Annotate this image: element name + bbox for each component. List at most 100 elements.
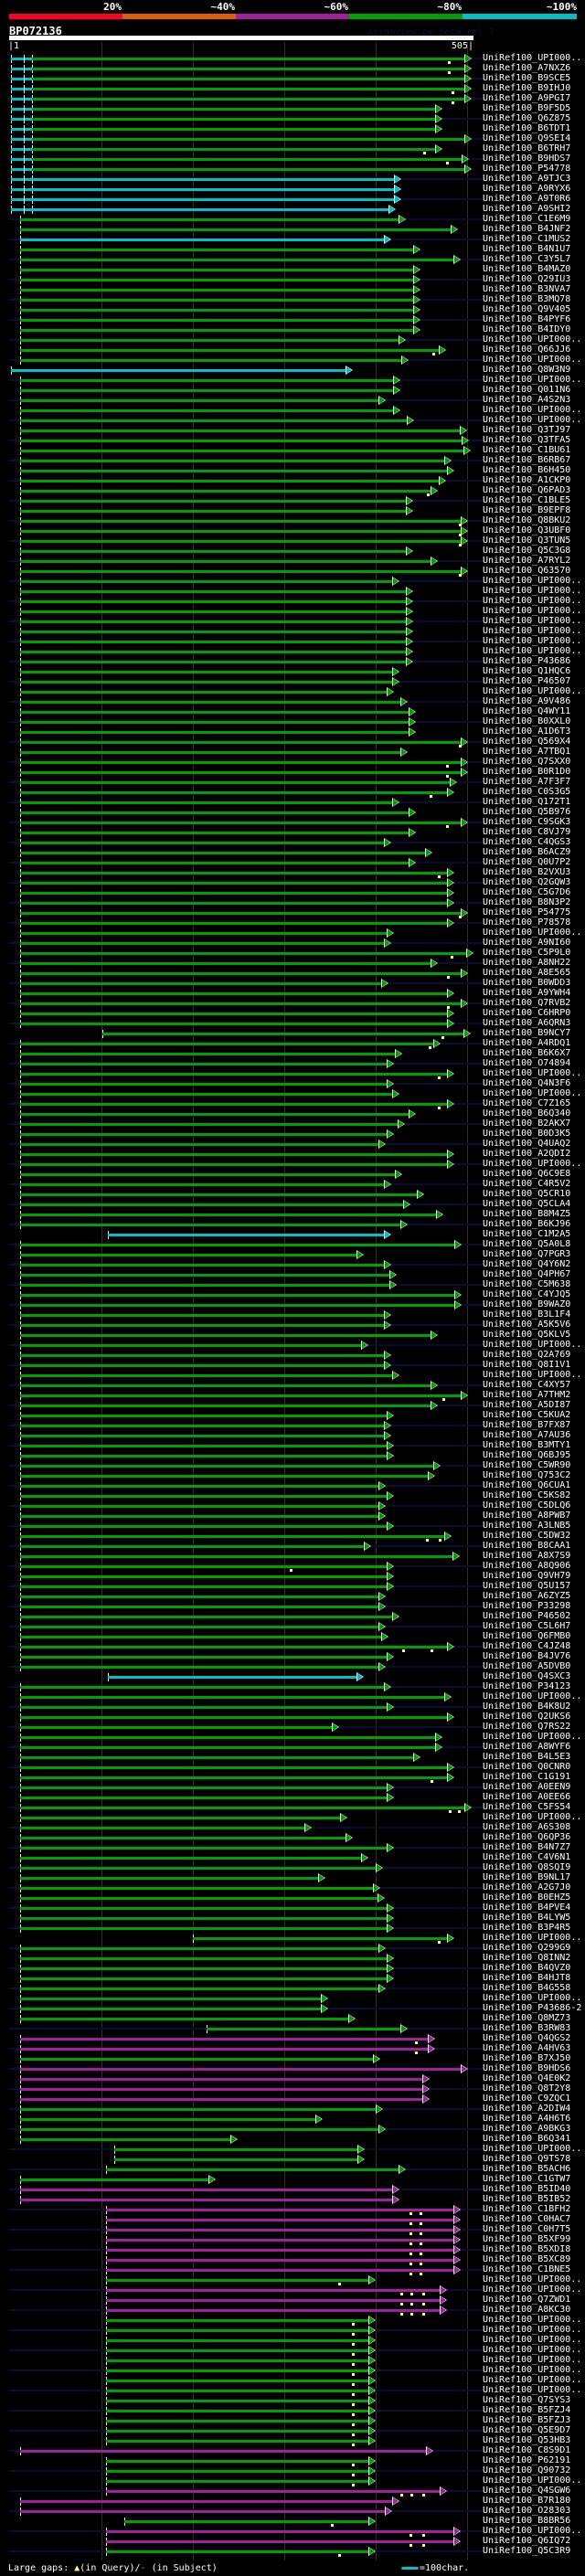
- subject-label[interactable]: UniRef100_B0D3K5: [483, 1129, 571, 1139]
- subject-label[interactable]: UniRef100_B6TRH7: [483, 143, 571, 154]
- subject-label[interactable]: UniRef100_Q66JJ6: [483, 345, 571, 355]
- subject-label[interactable]: UniRef100_A8E565: [483, 968, 571, 978]
- subject-label[interactable]: UniRef100_C8VJ79: [483, 827, 571, 837]
- subject-label[interactable]: UniRef100_B2VXU3: [483, 867, 571, 877]
- subject-label[interactable]: UniRef100_C1BU61: [483, 445, 571, 455]
- subject-label[interactable]: UniRef100_P43686-2: [483, 2003, 582, 2013]
- subject-label[interactable]: UniRef100_B7XJ50: [483, 2053, 571, 2063]
- subject-label[interactable]: UniRef100_A3LNB5: [483, 1521, 571, 1531]
- subject-label[interactable]: UniRef100_B4JNF2: [483, 224, 571, 234]
- subject-label[interactable]: UniRef100_B4LYW5: [483, 1913, 571, 1923]
- subject-label[interactable]: UniRef100_B5XDI8: [483, 2244, 571, 2254]
- subject-label[interactable]: UniRef100_A9BKG3: [483, 2124, 571, 2134]
- subject-label[interactable]: UniRef100_UPI000..: [483, 1340, 582, 1350]
- subject-label[interactable]: UniRef100_C7Z165: [483, 1098, 571, 1108]
- subject-label[interactable]: UniRef100_B8CAA1: [483, 1541, 571, 1551]
- subject-label[interactable]: UniRef100_A8NH22: [483, 958, 571, 968]
- subject-label[interactable]: UniRef100_C4V6N1: [483, 1852, 571, 1862]
- subject-label[interactable]: UniRef100_C9SGK3: [483, 817, 571, 827]
- subject-label[interactable]: UniRef100_Q0CNR0: [483, 1762, 571, 1772]
- subject-label[interactable]: UniRef100_B3NVA7: [483, 284, 571, 294]
- subject-label[interactable]: UniRef100_A2DIW4: [483, 2104, 571, 2114]
- subject-label[interactable]: UniRef100_A6S308: [483, 1822, 571, 1832]
- subject-label[interactable]: UniRef100_B0XXL0: [483, 716, 571, 726]
- subject-label[interactable]: UniRef100_A6ZYZ5: [483, 1591, 571, 1601]
- subject-label[interactable]: UniRef100_Q29IU3: [483, 274, 571, 284]
- subject-label[interactable]: UniRef100_Q8W3N9: [483, 365, 571, 375]
- subject-label[interactable]: UniRef100_C5DLQ6: [483, 1500, 571, 1511]
- subject-label[interactable]: UniRef100_C5M638: [483, 1279, 571, 1289]
- subject-label[interactable]: UniRef100_B4QVZ0: [483, 1963, 571, 1973]
- subject-label[interactable]: UniRef100_C5KS82: [483, 1490, 571, 1500]
- subject-label[interactable]: UniRef100_Q4SGW6: [483, 2486, 571, 2496]
- subject-label[interactable]: UniRef100_Q0U7P2: [483, 857, 571, 867]
- subject-label[interactable]: UniRef100_UPI000..: [483, 2335, 582, 2345]
- subject-label[interactable]: UniRef100_P33298: [483, 1601, 571, 1611]
- subject-label[interactable]: UniRef100_P46507: [483, 676, 571, 686]
- subject-label[interactable]: UniRef100_Q4QGS2: [483, 2033, 571, 2043]
- subject-label[interactable]: UniRef100_B5ACH6: [483, 2164, 571, 2174]
- subject-label[interactable]: UniRef100_P34123: [483, 1681, 571, 1691]
- subject-label[interactable]: UniRef100_B6Q341: [483, 2134, 571, 2144]
- subject-label[interactable]: UniRef100_UPI000..: [483, 355, 582, 365]
- subject-label[interactable]: UniRef100_Q90732: [483, 2465, 571, 2475]
- subject-label[interactable]: UniRef100_UPI000..: [483, 334, 582, 345]
- subject-label[interactable]: UniRef100_A5K5V6: [483, 1320, 571, 1330]
- subject-label[interactable]: UniRef100_Q7PGR3: [483, 1249, 571, 1259]
- subject-label[interactable]: UniRef100_UPI000..: [483, 596, 582, 606]
- subject-label[interactable]: UniRef100_A9SHI2: [483, 204, 571, 214]
- subject-label[interactable]: UniRef100_C1BNE5: [483, 2264, 571, 2274]
- subject-label[interactable]: UniRef100_B9F5D5: [483, 103, 571, 113]
- subject-label[interactable]: UniRef100_Q8INN2: [483, 1953, 571, 1963]
- subject-label[interactable]: UniRef100_C3Y5L7: [483, 254, 571, 264]
- subject-label[interactable]: UniRef100_Q5B976: [483, 807, 571, 817]
- subject-label[interactable]: UniRef100_Q7RS22: [483, 1722, 571, 1732]
- subject-label[interactable]: UniRef100_UPI000..: [483, 576, 582, 586]
- subject-label[interactable]: UniRef100_B4PYF6: [483, 314, 571, 324]
- subject-label[interactable]: UniRef100_UPI000..: [483, 616, 582, 626]
- subject-label[interactable]: UniRef100_B0WDD3: [483, 978, 571, 988]
- subject-label[interactable]: UniRef100_Q8T2Y8: [483, 2083, 571, 2094]
- subject-label[interactable]: UniRef100_Q8BKU2: [483, 515, 571, 525]
- subject-label[interactable]: UniRef100_C8S9D1: [483, 2445, 571, 2455]
- subject-label[interactable]: UniRef100_A1D6T3: [483, 726, 571, 737]
- subject-label[interactable]: UniRef100_UPI000..: [483, 2325, 582, 2335]
- subject-label[interactable]: UniRef100_Q1HQC6: [483, 666, 571, 676]
- subject-label[interactable]: UniRef100_A9NI60: [483, 938, 571, 948]
- subject-label[interactable]: UniRef100_Q3TFA5: [483, 435, 571, 445]
- subject-label[interactable]: UniRef100_A6QRN3: [483, 1018, 571, 1028]
- subject-label[interactable]: UniRef100_A9YWH4: [483, 988, 571, 998]
- subject-label[interactable]: UniRef100_C0H7T5: [483, 2224, 571, 2234]
- subject-label[interactable]: UniRef100_B3MQ78: [483, 294, 571, 304]
- subject-label[interactable]: UniRef100_A4S2N3: [483, 395, 571, 405]
- subject-label[interactable]: UniRef100_A4HV63: [483, 2043, 571, 2053]
- subject-label[interactable]: UniRef100_A2QDI2: [483, 1149, 571, 1159]
- subject-label[interactable]: UniRef100_A5DVB0: [483, 1661, 571, 1671]
- subject-label[interactable]: UniRef100_C4XY57: [483, 1380, 571, 1390]
- subject-label[interactable]: UniRef100_UPI000..: [483, 646, 582, 656]
- subject-label[interactable]: UniRef100_B9HDS7: [483, 154, 571, 164]
- subject-label[interactable]: UniRef100_Q6FMB0: [483, 1631, 571, 1641]
- subject-label[interactable]: UniRef100_UPI000..: [483, 1370, 582, 1380]
- subject-label[interactable]: UniRef100_C1G191: [483, 1772, 571, 1782]
- subject-label[interactable]: UniRef100_C4R5V2: [483, 1179, 571, 1189]
- subject-label[interactable]: UniRef100_C1GTW7: [483, 2174, 571, 2184]
- subject-label[interactable]: UniRef100_C4YJQ5: [483, 1289, 571, 1299]
- subject-label[interactable]: UniRef100_Q7RVB2: [483, 998, 571, 1008]
- subject-label[interactable]: UniRef100_B3RW83: [483, 2023, 571, 2033]
- subject-label[interactable]: UniRef100_B5ID40: [483, 2184, 571, 2194]
- subject-label[interactable]: UniRef100_B6K6X7: [483, 1048, 571, 1058]
- subject-label[interactable]: UniRef100_B4N1U7: [483, 244, 571, 254]
- subject-label[interactable]: UniRef100_B4N7Z7: [483, 1842, 571, 1852]
- subject-label[interactable]: UniRef100_UPI000..: [483, 2345, 582, 2355]
- subject-label[interactable]: UniRef100_Q2GQW3: [483, 877, 571, 887]
- subject-label[interactable]: UniRef100_A4H6T6: [483, 2114, 571, 2124]
- subject-label[interactable]: UniRef100_Q7SYS3: [483, 2395, 571, 2405]
- subject-label[interactable]: UniRef100_Q8I1V1: [483, 1360, 571, 1370]
- subject-label[interactable]: UniRef100_B6TDT1: [483, 123, 571, 133]
- subject-label[interactable]: UniRef100_Q5CLA4: [483, 1199, 571, 1209]
- subject-label[interactable]: UniRef100_A2G7J0: [483, 1882, 571, 1892]
- subject-label[interactable]: UniRef100_Q4PH67: [483, 1269, 571, 1279]
- subject-label[interactable]: UniRef100_C5DW32: [483, 1531, 571, 1541]
- subject-label[interactable]: UniRef100_UPI000..: [483, 1933, 582, 1943]
